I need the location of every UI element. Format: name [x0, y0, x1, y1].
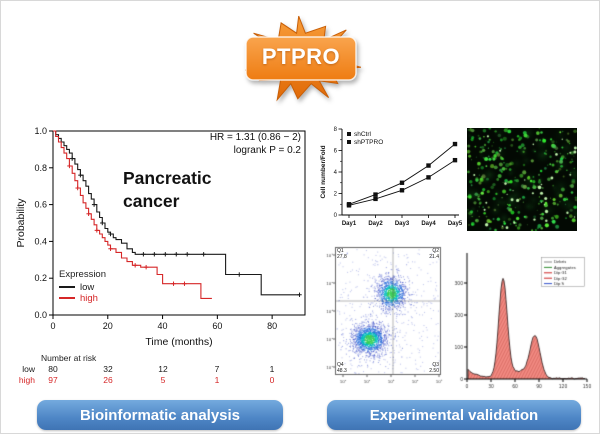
shctrl-marker-icon — [347, 132, 351, 136]
svg-text:Day5: Day5 — [448, 221, 463, 227]
high-curve-swatch-icon — [59, 297, 75, 300]
risk-value: 0 — [269, 375, 275, 385]
km-logrank-annotation: logrank P = 0.2 — [233, 145, 301, 156]
risk-value: 26 — [103, 375, 113, 385]
svg-text:Day1: Day1 — [342, 221, 357, 227]
svg-text:1.0: 1.0 — [34, 126, 47, 136]
km-legend-label-low: low — [80, 282, 95, 293]
km-disease-line1: Pancreatic — [123, 168, 212, 188]
shptpro-marker-icon — [347, 140, 351, 144]
growth-legend-label-shptpro: shPTPRO — [354, 139, 384, 146]
starburst-shape-icon — [245, 15, 362, 102]
svg-text:0.6: 0.6 — [34, 200, 47, 210]
svg-text:20: 20 — [103, 321, 113, 331]
svg-text:4: 4 — [334, 170, 338, 176]
risk-value: 7 — [214, 364, 220, 374]
svg-text:0: 0 — [50, 321, 55, 331]
risk-value: 5 — [160, 375, 166, 385]
svg-text:0.2: 0.2 — [34, 273, 47, 283]
svg-text:0.8: 0.8 — [34, 163, 47, 173]
risk-value: 97 — [48, 375, 58, 385]
svg-text:40: 40 — [158, 321, 168, 331]
fluorescence-image-panel — [467, 128, 577, 231]
risk-label-low: low — [22, 364, 35, 374]
flow-cytometry-scatter-panel: Q1 27.8 Q2 21.4 Q4 48.3 Q3 2.50 — [319, 243, 459, 395]
svg-text:0: 0 — [334, 213, 338, 219]
svg-text:Day3: Day3 — [395, 221, 410, 227]
km-legend: Expression low high — [59, 269, 106, 304]
growth-legend-label-shctrl: shCtrl — [354, 131, 371, 138]
risk-value: 12 — [158, 364, 168, 374]
experimental-validation-banner: Experimental validation — [327, 400, 581, 430]
svg-text:Time (months): Time (months) — [145, 336, 212, 348]
km-disease-label: Pancreatic cancer — [123, 167, 212, 213]
risk-value: 80 — [48, 364, 58, 374]
risk-value: 32 — [103, 364, 113, 374]
km-survival-panel: 0 20 40 60 80 0.0 0.2 0.4 0.6 0.8 1.0 Time (months)… — [13, 119, 313, 397]
proliferation-chart-panel: 0 2 4 6 8 Day1 Day2 Day3 Day4 Day5 Cell number/Fol… — [317, 123, 467, 241]
gfp-fluorescence-image — [467, 128, 577, 231]
svg-text:Cell number/Fold: Cell number/Fold — [320, 145, 327, 198]
growth-legend-row-shctrl: shCtrl — [347, 131, 383, 139]
km-plot: 0 20 40 60 80 0.0 0.2 0.4 0.6 0.8 1.0 Time (months)… — [15, 126, 306, 348]
ptpro-starburst: PTPRO — [189, 7, 413, 113]
growth-legend: shCtrl shPTPRO — [347, 131, 383, 147]
cell-cycle-histogram — [453, 247, 593, 397]
low-curve-swatch-icon — [59, 286, 75, 289]
svg-text:8: 8 — [334, 127, 338, 133]
km-hr-annotation: HR = 1.31 (0.86 − 2) — [209, 132, 301, 143]
risk-value: 1 — [214, 375, 220, 385]
svg-text:80: 80 — [267, 321, 277, 331]
ptpro-label: PTPRO — [261, 44, 341, 69]
svg-text:Day2: Day2 — [368, 221, 383, 227]
km-legend-title: Expression — [59, 269, 106, 280]
flow-scatter-canvas — [319, 243, 459, 395]
risk-value: 1 — [269, 364, 275, 374]
svg-text:Probability: Probability — [15, 198, 27, 248]
growth-legend-row-shptpro: shPTPRO — [347, 139, 383, 147]
km-legend-row-high: high — [59, 293, 106, 304]
km-legend-row-low: low — [59, 282, 106, 293]
risk-row-high: high 97 26 5 1 0 — [13, 375, 313, 385]
cell-cycle-histogram-panel — [453, 247, 593, 397]
svg-text:6: 6 — [334, 149, 338, 155]
proliferation-chart: 0 2 4 6 8 Day1 Day2 Day3 Day4 Day5 Cell number/Fol… — [320, 127, 463, 227]
svg-text:0.4: 0.4 — [34, 236, 47, 246]
km-legend-label-high: high — [80, 293, 98, 304]
bioinformatic-analysis-banner: Bioinformatic analysis — [37, 400, 283, 430]
risk-label-high: high — [18, 375, 35, 385]
svg-text:0.0: 0.0 — [34, 310, 47, 320]
svg-text:Day4: Day4 — [421, 221, 436, 227]
km-disease-line2: cancer — [123, 191, 180, 211]
svg-text:60: 60 — [212, 321, 222, 331]
svg-text:2: 2 — [334, 192, 338, 198]
risk-row-low: low 80 32 12 7 1 — [13, 364, 313, 374]
risk-table-title: Number at risk — [41, 353, 97, 363]
